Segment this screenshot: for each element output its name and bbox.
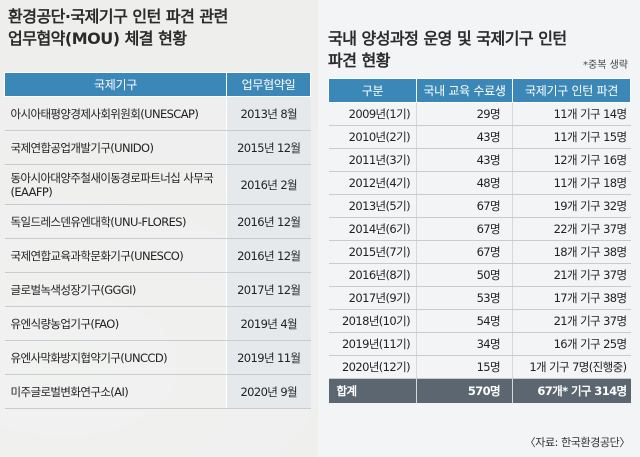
org-cell: 동아시아대양주철새이동경로파트너십 사무국(EAAFP) — [4, 164, 227, 205]
table-row: 2015년(7기) 67명 18개 기구 38명 — [328, 240, 631, 264]
dispatch-cell: 21개 기구 37명 — [512, 263, 631, 287]
grads-cell: 43명 — [416, 148, 513, 172]
left-title-line2: 업무협약(MOU) 체결 현황 — [8, 29, 187, 48]
date-cell: 2020년 9월 — [226, 374, 311, 409]
header-grads: 국내 교육 수료생 — [416, 78, 513, 103]
total-row: 합계 570명 67개* 기구 314명 — [328, 378, 631, 403]
org-cell: 독일드레스덴유엔대학(UNU-FLORES) — [4, 204, 227, 239]
year-cell: 2012년(4기) — [328, 171, 417, 195]
org-cell: 국제연합공업개발기구(UNIDO) — [4, 130, 227, 165]
org-cell: 국제연합교육과학문화기구(UNESCO) — [4, 238, 227, 273]
year-cell: 2015년(7기) — [328, 240, 417, 264]
left-title-line1: 환경공단·국제기구 인턴 파견 관련 — [8, 7, 228, 26]
year-cell: 2011년(3기) — [328, 148, 417, 172]
total-grads: 570명 — [416, 378, 513, 403]
table-row: 2013년(5기) 67명 19개 기구 32명 — [328, 194, 631, 218]
grads-cell: 48명 — [416, 171, 513, 195]
dispatch-cell: 21개 기구 37명 — [512, 309, 631, 333]
date-cell: 2019년 11월 — [226, 340, 311, 375]
year-cell: 2010년(2기) — [328, 125, 417, 149]
year-cell: 2018년(10기) — [328, 309, 417, 333]
table-row: 2016년(8기) 50명 21개 기구 37명 — [328, 263, 631, 287]
table-row: 유엔식량농업기구(FAO) 2019년 4월 — [4, 306, 311, 341]
grads-cell: 67명 — [416, 194, 513, 218]
year-cell: 2017년(9기) — [328, 286, 417, 310]
left-title: 환경공단·국제기구 인턴 파견 관련 업무협약(MOU) 체결 현황 — [8, 6, 308, 50]
duplicate-note: *중복 생략 — [583, 60, 628, 71]
right-title-line1: 국내 양성과정 운영 및 국제기구 인턴 — [328, 29, 567, 48]
table-row: 2014년(6기) 67명 22개 기구 37명 — [328, 217, 631, 241]
dispatch-cell: 11개 기구 15명 — [512, 125, 631, 149]
dispatch-cell: 18개 기구 38명 — [512, 240, 631, 264]
table-row: 동아시아대양주철새이동경로파트너십 사무국(EAAFP) 2016년 2월 — [4, 164, 311, 205]
table-row: 2019년(11기) 34명 16개 기구 25명 — [328, 332, 631, 356]
year-cell: 2014년(6기) — [328, 217, 417, 241]
date-cell: 2016년 12월 — [226, 238, 311, 273]
dispatch-cell: 12개 기구 16명 — [512, 148, 631, 172]
org-cell: 글로벌녹색성장기구(GGGI) — [4, 272, 227, 307]
table-row: 국제연합공업개발기구(UNIDO) 2015년 12월 — [4, 130, 311, 165]
table-row: 국제연합교육과학문화기구(UNESCO) 2016년 12월 — [4, 238, 311, 273]
table-row: 2011년(3기) 43명 12개 기구 16명 — [328, 148, 631, 172]
dispatch-cell: 22개 기구 37명 — [512, 217, 631, 241]
year-cell: 2009년(1기) — [328, 102, 417, 126]
table-row: 2010년(2기) 43명 11개 기구 15명 — [328, 125, 631, 149]
header-org: 국제기구 — [4, 72, 227, 97]
table-row: 유엔사막화방지협약기구(UNCCD) 2019년 11월 — [4, 340, 311, 375]
date-cell: 2013년 8월 — [226, 96, 311, 131]
grads-cell: 50명 — [416, 263, 513, 287]
table-row: 미주글로벌변화연구소(AI) 2020년 9월 — [4, 374, 311, 409]
grads-cell: 67명 — [416, 217, 513, 241]
right-title-line2: 파견 현황 — [328, 51, 390, 70]
table-row: 글로벌녹색성장기구(GGGI) 2017년 12월 — [4, 272, 311, 307]
right-title: 국내 양성과정 운영 및 국제기구 인턴 파견 현황 — [328, 28, 628, 72]
table-row: 2009년(1기) 29명 11개 기구 14명 — [328, 102, 631, 126]
dispatch-cell: 11개 기구 14명 — [512, 102, 631, 126]
dispatch-cell: 11개 기구 18명 — [512, 171, 631, 195]
table-row: 2018년(10기) 54명 21개 기구 37명 — [328, 309, 631, 333]
table-row: 2017년(9기) 53명 17개 기구 38명 — [328, 286, 631, 310]
dispatch-cell: 17개 기구 38명 — [512, 286, 631, 310]
date-cell: 2019년 4월 — [226, 306, 311, 341]
date-cell: 2016년 2월 — [226, 164, 311, 205]
grads-cell: 29명 — [416, 102, 513, 126]
table-row: 2012년(4기) 48명 11개 기구 18명 — [328, 171, 631, 195]
total-dispatch: 67개* 기구 314명 — [512, 378, 631, 403]
table-row: 2020년(12기) 15명 1개 기구 7명(진행중) — [328, 355, 631, 379]
header-date: 업무협약일 — [226, 72, 311, 97]
grads-cell: 53명 — [416, 286, 513, 310]
header-dispatch: 국제기구 인턴 파견 — [512, 78, 631, 103]
grads-cell: 15명 — [416, 355, 513, 379]
year-cell: 2020년(12기) — [328, 355, 417, 379]
header-category: 구분 — [328, 78, 417, 103]
grads-cell: 43명 — [416, 125, 513, 149]
table-row: 아시아태평양경제사회위원회(UNESCAP) 2013년 8월 — [4, 96, 311, 131]
dispatch-cell: 1개 기구 7명(진행중) — [512, 355, 631, 379]
dispatch-cell: 19개 기구 32명 — [512, 194, 631, 218]
org-cell: 유엔사막화방지협약기구(UNCCD) — [4, 340, 227, 375]
org-cell: 미주글로벌변화연구소(AI) — [4, 374, 227, 409]
grads-cell: 34명 — [416, 332, 513, 356]
org-cell: 유엔식량농업기구(FAO) — [4, 306, 227, 341]
org-cell: 아시아태평양경제사회위원회(UNESCAP) — [4, 96, 227, 131]
grads-cell: 67명 — [416, 240, 513, 264]
date-cell: 2016년 12월 — [226, 204, 311, 239]
dispatch-cell: 16개 기구 25명 — [512, 332, 631, 356]
year-cell: 2013년(5기) — [328, 194, 417, 218]
year-cell: 2016년(8기) — [328, 263, 417, 287]
grads-cell: 54명 — [416, 309, 513, 333]
table-row: 독일드레스덴유엔대학(UNU-FLORES) 2016년 12월 — [4, 204, 311, 239]
program-table: 구분 국내 교육 수료생 국제기구 인턴 파견 2009년(1기) 29명 11개 … — [328, 78, 631, 403]
date-cell: 2017년 12월 — [226, 272, 311, 307]
date-cell: 2015년 12월 — [226, 130, 311, 165]
year-cell: 2019년(11기) — [328, 332, 417, 356]
source-credit: 〈자료: 한국환경공단〉 — [524, 436, 631, 449]
total-label: 합계 — [328, 378, 417, 403]
mou-table: 국제기구 업무협약일 아시아태평양경제사회위원회(UNESCAP) 2013년 8… — [4, 72, 311, 409]
